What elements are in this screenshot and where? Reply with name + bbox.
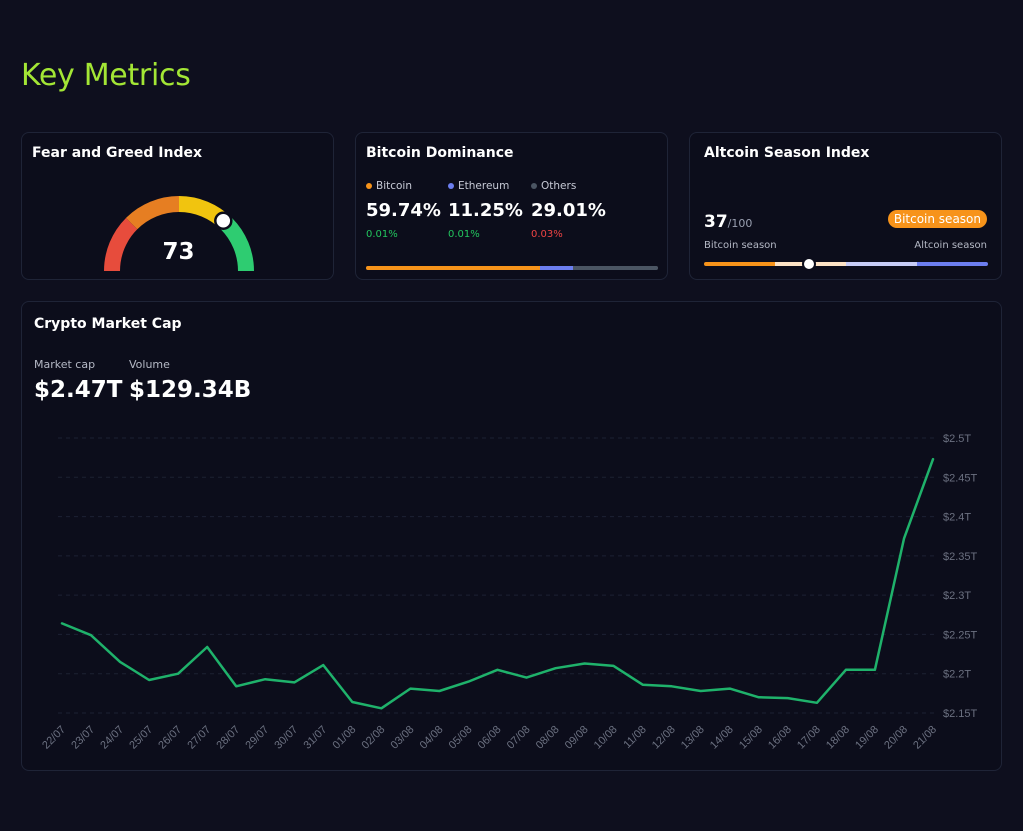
dominance-label: Ethereum bbox=[458, 180, 510, 192]
fear-greed-value: 73 bbox=[162, 239, 195, 265]
altcoin-score-value: 37 bbox=[704, 212, 728, 232]
y-tick-label: $2.45T bbox=[943, 472, 978, 484]
bitcoin-dominance-card: Bitcoin Dominance Bitcoin 59.74% 0.01% E… bbox=[355, 132, 668, 280]
x-tick-label: 20/08 bbox=[882, 724, 910, 752]
x-tick-label: 05/08 bbox=[447, 724, 475, 752]
season-badge: Bitcoin season bbox=[887, 210, 987, 228]
others-dot bbox=[531, 183, 537, 189]
altcoin-season-track bbox=[704, 262, 988, 266]
x-tick-label: 31/07 bbox=[301, 724, 329, 752]
fear-greed-gauge bbox=[104, 196, 254, 272]
page-title: Key Metrics bbox=[21, 58, 191, 93]
x-tick-label: 09/08 bbox=[563, 724, 591, 752]
altcoin-season-indicator bbox=[802, 257, 817, 271]
altcoin-season-title: Altcoin Season Index bbox=[704, 145, 870, 161]
x-tick-label: 06/08 bbox=[476, 724, 504, 752]
dominance-percent: 11.25% bbox=[448, 200, 523, 221]
x-tick-label: 18/08 bbox=[824, 724, 852, 752]
y-tick-label: $2.5T bbox=[943, 433, 971, 445]
altcoin-season-label: Altcoin season bbox=[914, 240, 987, 251]
fear-greed-card: Fear and Greed Index 73 bbox=[21, 132, 334, 280]
x-tick-label: 30/07 bbox=[272, 724, 300, 752]
y-tick-label: $2.3T bbox=[943, 590, 971, 602]
x-tick-label: 14/08 bbox=[708, 724, 736, 752]
dominance-bar-segment bbox=[540, 266, 574, 270]
dominance-change: 0.01% bbox=[366, 229, 398, 240]
altcoin-track-segment bbox=[917, 262, 988, 266]
gauge-segment bbox=[104, 217, 138, 272]
x-tick-label: 26/07 bbox=[156, 724, 184, 752]
altcoin-season-card: Altcoin Season Index 37/100 Bitcoin seas… bbox=[689, 132, 1002, 280]
gauge-needle-dot bbox=[214, 211, 233, 230]
y-tick-label: $2.35T bbox=[943, 551, 978, 563]
market-cap-value: $2.47T bbox=[34, 377, 123, 403]
x-tick-label: 27/07 bbox=[185, 724, 213, 752]
dominance-bar-segment bbox=[366, 266, 541, 270]
x-tick-label: 21/08 bbox=[911, 724, 939, 752]
y-tick-label: $2.25T bbox=[943, 629, 978, 641]
x-tick-label: 13/08 bbox=[679, 724, 707, 752]
market-cap-chart: $2.5T $2.45T $2.4T $2.35T $2.3T $2.25T $2.2T $2… bbox=[40, 433, 978, 752]
volume-stat: Volume $129.34B bbox=[129, 358, 251, 403]
market-cap-card: Crypto Market Cap Market cap $2.47T Volu… bbox=[21, 301, 1002, 771]
market-cap-title: Crypto Market Cap bbox=[34, 316, 182, 332]
bitcoin-dominance-title: Bitcoin Dominance bbox=[366, 145, 514, 161]
x-tick-label: 16/08 bbox=[766, 724, 794, 752]
dominance-percent: 29.01% bbox=[531, 200, 606, 221]
x-tick-label: 02/08 bbox=[360, 724, 388, 752]
y-tick-label: $2.2T bbox=[943, 669, 971, 681]
y-tick-label: $2.15T bbox=[943, 708, 978, 720]
dominance-label: Bitcoin bbox=[376, 180, 413, 192]
altcoin-score: 37/100 bbox=[704, 212, 752, 232]
x-tick-label: 07/08 bbox=[505, 724, 533, 752]
dominance-bar-segment bbox=[573, 266, 658, 270]
x-tick-label: 19/08 bbox=[853, 724, 881, 752]
volume-label: Volume bbox=[129, 358, 170, 371]
altcoin-score-max: /100 bbox=[727, 217, 753, 230]
x-tick-label: 01/08 bbox=[331, 724, 359, 752]
dominance-change: 0.01% bbox=[448, 229, 480, 240]
altcoin-track-segment bbox=[704, 262, 775, 266]
fear-greed-title: Fear and Greed Index bbox=[32, 145, 203, 161]
x-tick-label: 04/08 bbox=[418, 724, 446, 752]
x-tick-label: 24/07 bbox=[98, 724, 126, 752]
x-tick-label: 08/08 bbox=[534, 724, 562, 752]
dominance-bitcoin: Bitcoin 59.74% 0.01% bbox=[366, 180, 441, 240]
x-tick-label: 25/07 bbox=[127, 724, 155, 752]
gauge-segment bbox=[125, 196, 180, 230]
bitcoin-season-label: Bitcoin season bbox=[704, 240, 777, 251]
dominance-ethereum: Ethereum 11.25% 0.01% bbox=[448, 180, 523, 240]
bitcoin-dot bbox=[366, 183, 372, 189]
dominance-label: Others bbox=[541, 180, 577, 192]
x-tick-label: 03/08 bbox=[389, 724, 417, 752]
x-tick-label: 12/08 bbox=[650, 724, 678, 752]
market-cap-line bbox=[60, 457, 935, 710]
dominance-percent: 59.74% bbox=[366, 200, 441, 221]
x-tick-label: 23/07 bbox=[69, 724, 97, 752]
x-tick-label: 11/08 bbox=[621, 724, 648, 751]
dominance-bar bbox=[366, 266, 658, 270]
dominance-others: Others 29.01% 0.03% bbox=[531, 180, 606, 240]
x-tick-label: 22/07 bbox=[40, 724, 68, 752]
x-tick-label: 17/08 bbox=[795, 724, 823, 752]
market-cap-label: Market cap bbox=[34, 358, 96, 371]
ethereum-dot bbox=[448, 183, 454, 189]
dominance-change: 0.03% bbox=[531, 229, 563, 240]
volume-value: $129.34B bbox=[129, 377, 252, 403]
market-cap-stat: Market cap $2.47T bbox=[34, 358, 122, 403]
y-tick-label: $2.4T bbox=[943, 512, 971, 524]
altcoin-track-segment bbox=[846, 262, 917, 266]
x-tick-label: 15/08 bbox=[737, 724, 765, 752]
x-tick-label: 28/07 bbox=[214, 724, 242, 752]
x-tick-label: 10/08 bbox=[592, 724, 620, 752]
x-tick-label: 29/07 bbox=[243, 724, 271, 752]
